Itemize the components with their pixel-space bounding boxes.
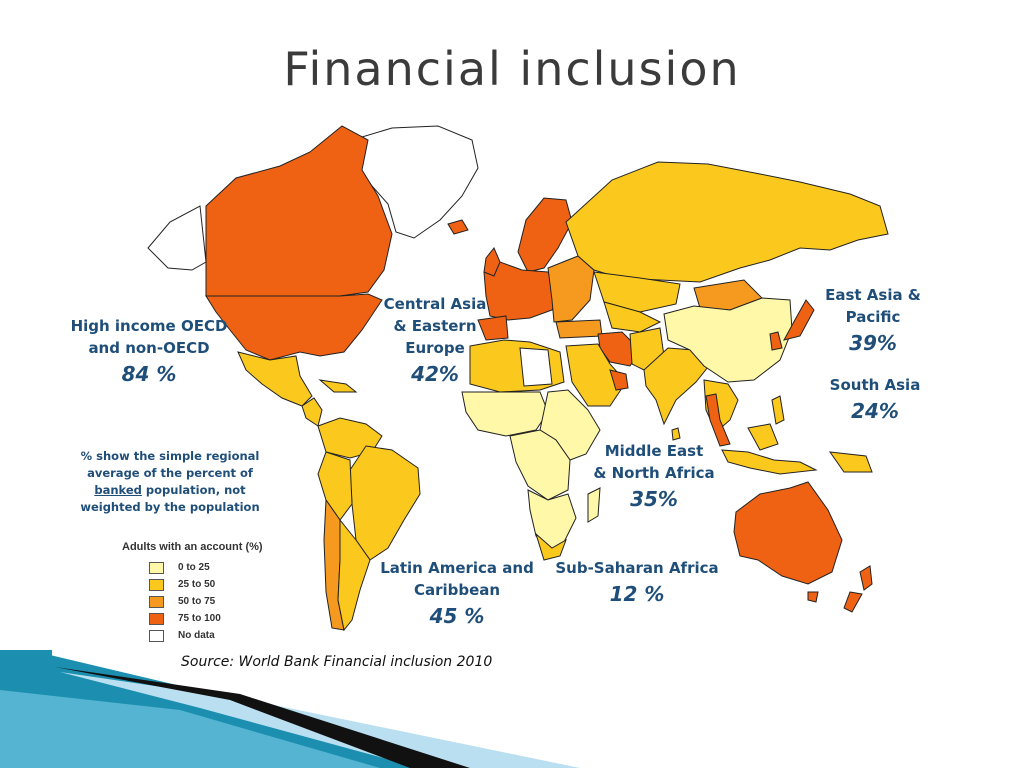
tasmania (807, 591, 819, 603)
region-percent: 42% (411, 362, 459, 386)
region-label-high-income: High income OECD and non-OECD 84 % (68, 315, 230, 387)
china (663, 297, 793, 383)
region-name-line: Europe (405, 339, 465, 357)
western-europe (483, 261, 561, 321)
legend-label: 50 to 75 (178, 596, 216, 607)
russia (565, 161, 889, 283)
legend-label: 0 to 25 (178, 562, 210, 573)
region-name-line: and non-OECD (88, 339, 210, 357)
legend-swatch (149, 595, 164, 608)
alaska (147, 205, 207, 271)
note-underlined-word: banked (94, 483, 142, 497)
region-percent: 12 % (609, 582, 665, 606)
note-line: weighted by the population (80, 500, 260, 514)
legend-item: 50 to 75 (149, 593, 292, 610)
region-percent: 45 % (429, 604, 485, 628)
region-percent: 84 % (121, 362, 177, 386)
scandinavia (517, 197, 573, 273)
usa (205, 293, 383, 361)
eastern-europe (547, 255, 595, 323)
region-label-central-asia-europe: Central Asia & Eastern Europe 42% (380, 293, 490, 387)
source-citation: Source: World Bank Financial inclusion 2… (181, 654, 493, 670)
gulf-states (609, 369, 629, 391)
note-line: average of the percent of (87, 466, 253, 480)
south-africa (535, 532, 567, 561)
central-africa (509, 429, 571, 501)
sri-lanka (671, 427, 681, 441)
map-legend: Adults with an account (%) 0 to 25 25 to… (122, 541, 292, 644)
australia (733, 481, 843, 585)
indonesia (721, 449, 818, 475)
legend-swatch (149, 578, 164, 591)
borneo (747, 423, 779, 451)
india (643, 347, 713, 426)
region-label-mena: Middle East & North Africa 35% (586, 440, 722, 512)
region-name-line: Caribbean (413, 581, 501, 599)
region-name-line: & North Africa (593, 464, 715, 482)
legend-swatch (149, 629, 164, 642)
region-percent: 24% (851, 399, 899, 423)
slide-title: Financial inclusion (283, 42, 741, 96)
peru-bolivia (317, 451, 353, 521)
note-line: % show the simple regional (80, 449, 260, 463)
canada (205, 125, 393, 297)
turkey (555, 319, 603, 339)
decorative-swoosh (0, 650, 580, 768)
legend-item: No data (149, 627, 292, 644)
region-name-line: Middle East (604, 442, 704, 460)
region-label-ssa: Sub-Saharan Africa 12 % (552, 557, 722, 607)
region-name-line: Latin America and (380, 559, 534, 577)
caribbean (318, 379, 358, 393)
region-name-line: Pacific (845, 308, 901, 326)
libya (519, 347, 553, 387)
iberia (477, 315, 509, 341)
west-africa (461, 391, 549, 437)
arabia (565, 343, 627, 407)
brazil (349, 445, 421, 561)
legend-label: No data (178, 630, 215, 641)
madagascar (587, 487, 601, 523)
legend-label: 75 to 100 (178, 613, 221, 624)
region-name-line: Central Asia (383, 295, 487, 313)
region-name-line: South Asia (829, 376, 921, 394)
mexico (237, 351, 313, 407)
region-name-line: High income OECD (70, 317, 228, 335)
region-label-latam: Latin America and Caribbean 45 % (376, 557, 538, 629)
legend-title: Adults with an account (%) (122, 541, 263, 553)
papua (828, 451, 873, 473)
argentina (337, 518, 371, 632)
legend-item: 75 to 100 (149, 610, 292, 627)
uk (483, 247, 501, 277)
methodology-note: % show the simple regional average of th… (72, 448, 268, 516)
iceland (447, 219, 469, 235)
philippines (771, 395, 785, 425)
region-label-east-asia-pacific: East Asia & Pacific 39% (818, 284, 928, 356)
central-asia-stans (603, 301, 662, 333)
region-name-line: & Eastern (393, 317, 477, 335)
central-america (301, 397, 323, 427)
japan (783, 299, 815, 341)
region-percent: 39% (849, 331, 897, 355)
region-name-line: Sub-Saharan Africa (555, 559, 719, 577)
legend-item: 0 to 25 (149, 559, 292, 576)
korea (769, 331, 783, 351)
legend-label: 25 to 50 (178, 579, 216, 590)
new-zealand (843, 565, 873, 613)
region-label-south-asia: South Asia 24% (825, 374, 925, 424)
region-name-line: East Asia & (825, 286, 921, 304)
region-percent: 35% (630, 487, 678, 511)
legend-swatch (149, 561, 164, 574)
note-line: population, not (141, 483, 246, 497)
thailand-malaysia (705, 393, 731, 447)
legend-swatch (149, 612, 164, 625)
legend-item: 25 to 50 (149, 576, 292, 593)
southern-africa (527, 489, 577, 553)
